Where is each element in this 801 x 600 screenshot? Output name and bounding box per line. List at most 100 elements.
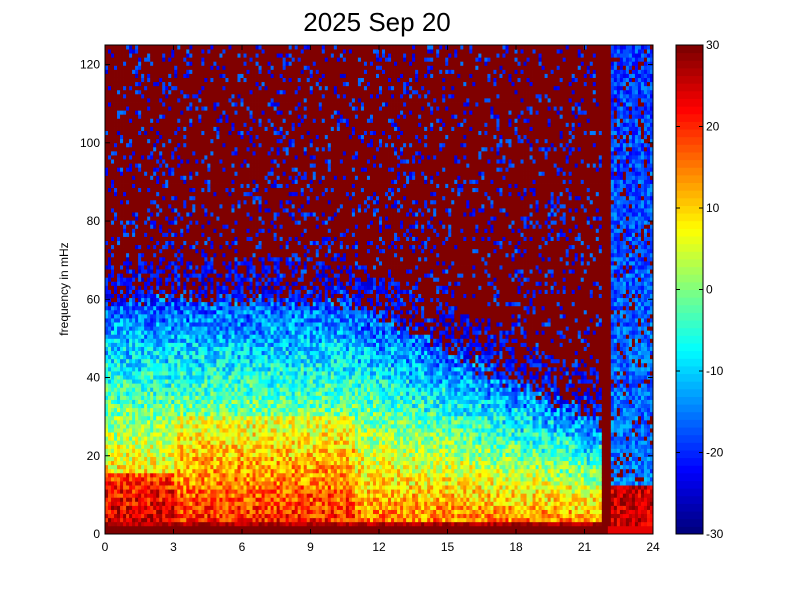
heatmap-cell (117, 423, 121, 429)
heatmap-cell (156, 334, 160, 339)
heatmap-cell (162, 371, 166, 376)
heatmap-cell (198, 171, 202, 176)
heatmap-cell (138, 240, 142, 246)
heatmap-cell (174, 57, 178, 62)
heatmap-cell (210, 293, 214, 299)
heatmap-cell (117, 93, 121, 99)
heatmap-cell (174, 517, 178, 523)
heatmap-cell (207, 236, 211, 241)
heatmap-cell (165, 497, 169, 502)
heatmap-cell (129, 497, 133, 502)
heatmap-cell (195, 228, 199, 233)
heatmap-cell (159, 297, 163, 303)
heatmap-cell (198, 456, 202, 462)
heatmap-cell (114, 191, 118, 197)
heatmap-cell (216, 403, 220, 409)
heatmap-cell (213, 501, 217, 506)
heatmap-cell (129, 432, 133, 437)
heatmap-cell (135, 232, 139, 237)
heatmap-cell (129, 232, 133, 237)
heatmap-cell (162, 497, 166, 502)
heatmap-cell (222, 89, 226, 95)
heatmap-cell (168, 358, 172, 364)
heatmap-cell (222, 452, 226, 457)
heatmap-cell (201, 297, 205, 303)
heatmap-cell (114, 334, 118, 339)
heatmap-cell (153, 167, 157, 172)
heatmap-cell (132, 73, 136, 78)
heatmap-cell (213, 419, 217, 425)
heatmap-cell (174, 277, 178, 282)
heatmap-cell (180, 379, 184, 384)
heatmap-cell (108, 346, 112, 352)
heatmap-cell (198, 240, 202, 246)
heatmap-cell (153, 517, 157, 523)
heatmap-cell (216, 260, 220, 266)
heatmap-cell (222, 138, 226, 144)
heatmap-cell (141, 489, 145, 494)
heatmap-cell (147, 309, 151, 315)
heatmap-cell (174, 289, 178, 294)
heatmap-cell (183, 403, 187, 409)
heatmap-cell (228, 497, 232, 502)
heatmap-cell (204, 432, 208, 437)
heatmap-cell (204, 383, 208, 388)
heatmap-cell (153, 513, 157, 519)
heatmap-cell (141, 456, 145, 462)
heatmap-cell (117, 89, 121, 95)
heatmap-cell (123, 53, 127, 58)
heatmap-cell (168, 432, 172, 437)
heatmap-cell (201, 159, 205, 164)
heatmap-cell (198, 191, 202, 197)
heatmap-cell (222, 85, 226, 91)
heatmap-cell (186, 97, 190, 103)
heatmap-cell (159, 419, 163, 425)
heatmap-cell (225, 354, 229, 360)
heatmap-cell (219, 428, 223, 433)
heatmap-cell (207, 175, 211, 180)
heatmap-cell (174, 81, 178, 87)
heatmap-cell (159, 509, 163, 515)
heatmap-cell (141, 256, 145, 262)
heatmap-cell (132, 106, 136, 111)
heatmap-cell (213, 228, 217, 233)
heatmap-cell (186, 505, 190, 510)
heatmap-cell (189, 525, 193, 531)
heatmap-cell (120, 265, 124, 270)
heatmap-cell (219, 379, 223, 384)
heatmap-cell (147, 106, 151, 111)
heatmap-cell (225, 411, 229, 417)
heatmap-cell (138, 309, 142, 315)
heatmap-cell (207, 183, 211, 189)
heatmap-cell (108, 134, 112, 140)
heatmap-cell (171, 281, 175, 286)
heatmap-cell (153, 362, 157, 368)
heatmap-cell (123, 415, 127, 421)
heatmap-cell (132, 460, 136, 466)
heatmap-cell (201, 216, 205, 221)
heatmap-cell (183, 476, 187, 482)
heatmap-cell (210, 224, 214, 229)
heatmap-cell (114, 203, 118, 209)
heatmap-cell (135, 53, 139, 58)
heatmap-cell (162, 110, 166, 115)
heatmap-cell (162, 146, 166, 152)
heatmap-cell (177, 387, 181, 392)
heatmap-cell (213, 481, 217, 486)
heatmap-cell (201, 248, 205, 254)
heatmap-cell (228, 493, 232, 498)
heatmap-cell (144, 403, 148, 409)
heatmap-cell (222, 358, 226, 364)
heatmap-cell (120, 183, 124, 189)
heatmap-cell (222, 460, 226, 466)
heatmap-cell (153, 49, 157, 54)
heatmap-cell (201, 269, 205, 274)
heatmap-cell (162, 464, 166, 470)
heatmap-cell (222, 497, 226, 502)
heatmap-cell (183, 265, 187, 270)
heatmap-cell (141, 411, 145, 417)
heatmap-cell (117, 318, 121, 323)
heatmap-cell (165, 525, 169, 531)
heatmap-cell (228, 383, 232, 388)
heatmap-cell (207, 464, 211, 470)
